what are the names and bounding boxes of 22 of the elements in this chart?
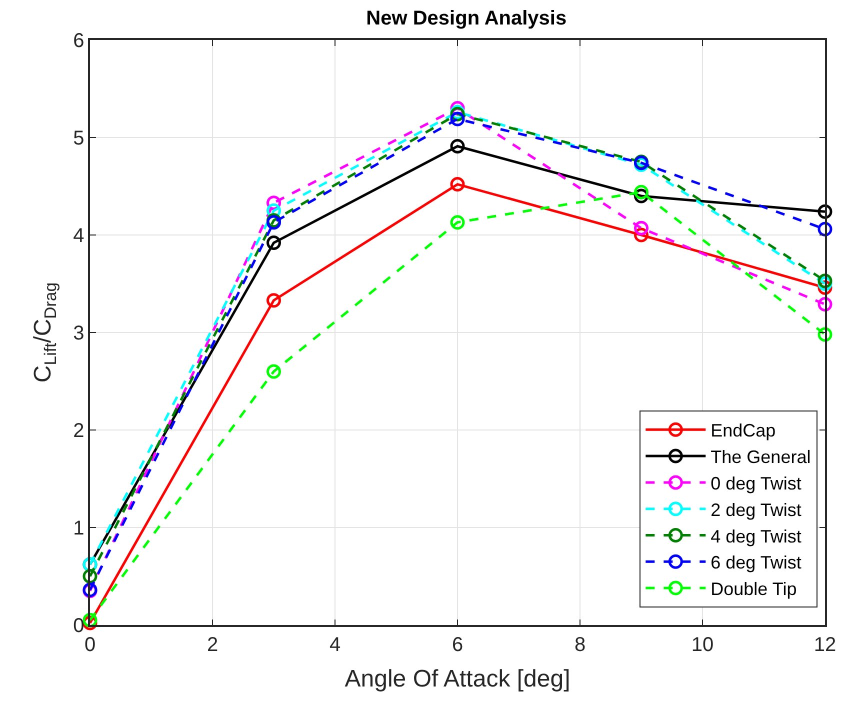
x-tick-label: 8 bbox=[574, 634, 586, 656]
y-tick-label: 5 bbox=[73, 128, 84, 150]
legend-label: 6 deg Twist bbox=[710, 552, 802, 573]
y-tick-label: 1 bbox=[73, 518, 84, 540]
legend-label: 0 deg Twist bbox=[710, 473, 802, 494]
legend-label: EndCap bbox=[710, 420, 776, 441]
x-tick-label: 6 bbox=[452, 634, 464, 656]
legend-label: 2 deg Twist bbox=[710, 500, 802, 520]
x-tick-label: 10 bbox=[691, 634, 714, 656]
y-tick-label: 6 bbox=[73, 30, 84, 52]
legend-label: 4 deg Twist bbox=[710, 526, 802, 546]
x-axis-title: Angle Of Attack [deg] bbox=[344, 666, 570, 693]
y-tick-label: 4 bbox=[73, 225, 84, 247]
y-tick-label: 0 bbox=[73, 615, 84, 637]
legend-label: The General bbox=[710, 447, 811, 468]
y-tick-label: 2 bbox=[73, 420, 84, 442]
x-tick-label: 12 bbox=[814, 634, 836, 656]
x-tick-label: 4 bbox=[329, 634, 341, 656]
chart-title: New Design Analysis bbox=[366, 8, 567, 30]
x-tick-label: 2 bbox=[206, 634, 218, 656]
y-tick-label: 3 bbox=[73, 322, 84, 344]
legend-label: Double Tip bbox=[710, 579, 797, 600]
